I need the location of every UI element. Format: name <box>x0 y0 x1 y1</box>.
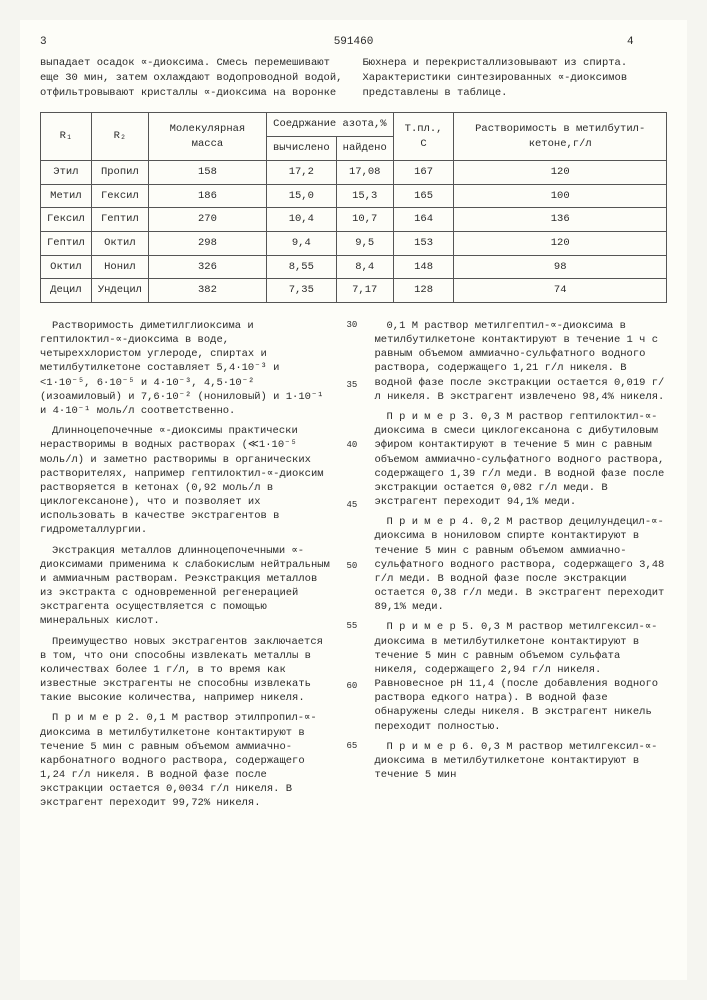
top-text: выпадает осадок ∝-диоксима. Смесь переме… <box>40 56 667 100</box>
line-numbers: 30 35 40 45 50 55 60 65 <box>347 319 361 817</box>
paragraph: Растворимость диметилглиоксима и гептило… <box>40 319 333 418</box>
line-number: 40 <box>347 439 361 451</box>
table-cell: 270 <box>148 208 266 232</box>
table-row: ДецилУндецил3827,357,1712874 <box>41 279 667 303</box>
table-cell: 10,7 <box>336 208 393 232</box>
table-cell: 7,35 <box>266 279 336 303</box>
col-solub: Растворимость в метилбутил-кетоне,г/л <box>454 113 667 160</box>
table-cell: 382 <box>148 279 266 303</box>
table-cell: Гептил <box>91 208 148 232</box>
table-cell: 165 <box>393 184 454 208</box>
table-cell: Децил <box>41 279 92 303</box>
properties-table: R₁ R₂ Молекулярная масса Соедржание азот… <box>40 112 667 303</box>
table-cell: Гептил <box>41 231 92 255</box>
col-n-calc: вычислено <box>266 137 336 161</box>
table-cell: Октил <box>41 255 92 279</box>
right-column: 0,1 М раствор метилгептил-∝-диоксима в м… <box>375 319 668 817</box>
table-cell: Гексил <box>91 184 148 208</box>
paragraph: П р и м е р 4. 0,2 М раствор децилундеци… <box>375 515 668 614</box>
table-cell: 10,4 <box>266 208 336 232</box>
col-r2: R₂ <box>91 113 148 160</box>
table-cell: 120 <box>454 231 667 255</box>
table-cell: 158 <box>148 160 266 184</box>
col-nitrogen: Соедржание азота,% <box>266 113 393 137</box>
table-cell: 74 <box>454 279 667 303</box>
table-cell: 186 <box>148 184 266 208</box>
table-cell: Пропил <box>91 160 148 184</box>
col-temp: Т.пл., С <box>393 113 454 160</box>
table-row: ГептилОктил2989,49,5153120 <box>41 231 667 255</box>
table-cell: 298 <box>148 231 266 255</box>
table-cell: Ундецил <box>91 279 148 303</box>
paragraph: П р и м е р 2. 0,1 М раствор этилпропил-… <box>40 711 333 810</box>
table-cell: 164 <box>393 208 454 232</box>
col-n-found: найдено <box>336 137 393 161</box>
table-cell: 15,0 <box>266 184 336 208</box>
table-cell: Гексил <box>41 208 92 232</box>
line-number: 50 <box>347 560 361 572</box>
paragraph: Длинноцепочечные ∝-диоксимы практически … <box>40 424 333 537</box>
table-cell: 326 <box>148 255 266 279</box>
table-row: ЭтилПропил15817,217,08167120 <box>41 160 667 184</box>
table-cell: 128 <box>393 279 454 303</box>
col-r1: R₁ <box>41 113 92 160</box>
line-number: 35 <box>347 379 361 391</box>
table-cell: Октил <box>91 231 148 255</box>
table-cell: 100 <box>454 184 667 208</box>
page: 3 591460 4 выпадает осадок ∝-диоксима. С… <box>20 20 687 980</box>
header-row: 3 591460 4 <box>40 35 667 50</box>
line-number: 65 <box>347 740 361 752</box>
line-number: 45 <box>347 499 361 511</box>
line-number: 30 <box>347 319 361 331</box>
body-wrapper: Растворимость диметилглиоксима и гептило… <box>40 319 667 817</box>
top-left-text: выпадает осадок ∝-диоксима. Смесь переме… <box>40 56 345 100</box>
table-cell: 9,5 <box>336 231 393 255</box>
table-cell: 17,08 <box>336 160 393 184</box>
table-cell: 136 <box>454 208 667 232</box>
paragraph: П р и м е р 3. 0,3 М раствор гептилоктил… <box>375 410 668 509</box>
table-cell: Метил <box>41 184 92 208</box>
paragraph: П р и м е р 5. 0,3 М раствор метилгексил… <box>375 620 668 733</box>
table-cell: 9,4 <box>266 231 336 255</box>
page-num-left: 3 <box>40 35 80 50</box>
table-cell: Нонил <box>91 255 148 279</box>
table-cell: 120 <box>454 160 667 184</box>
table-cell: 148 <box>393 255 454 279</box>
line-number: 55 <box>347 620 361 632</box>
body-columns: Растворимость диметилглиоксима и гептило… <box>40 319 667 817</box>
table-row: ОктилНонил3268,558,414898 <box>41 255 667 279</box>
left-column: Растворимость диметилглиоксима и гептило… <box>40 319 333 817</box>
table-cell: 15,3 <box>336 184 393 208</box>
table-cell: 17,2 <box>266 160 336 184</box>
table-cell: Этил <box>41 160 92 184</box>
table-cell: 167 <box>393 160 454 184</box>
table-cell: 8,55 <box>266 255 336 279</box>
doc-number: 591460 <box>80 35 627 50</box>
paragraph: П р и м е р 6. 0,3 М раствор метилгексил… <box>375 740 668 783</box>
paragraph: 0,1 М раствор метилгептил-∝-диоксима в м… <box>375 319 668 404</box>
line-number: 60 <box>347 680 361 692</box>
paragraph: Экстракция металлов длинноцепочечными ∝-… <box>40 544 333 629</box>
table-body: ЭтилПропил15817,217,08167120МетилГексил1… <box>41 160 667 302</box>
page-num-right: 4 <box>627 35 667 50</box>
top-right-text: Бюхнера и перекристаллизовывают из спирт… <box>363 56 668 100</box>
paragraph: Преимущество новых экстрагентов заключае… <box>40 635 333 706</box>
table-cell: 8,4 <box>336 255 393 279</box>
table-row: ГексилГептил27010,410,7164136 <box>41 208 667 232</box>
table-cell: 98 <box>454 255 667 279</box>
table-cell: 153 <box>393 231 454 255</box>
table-row: МетилГексил18615,015,3165100 <box>41 184 667 208</box>
table-cell: 7,17 <box>336 279 393 303</box>
col-mass: Молекулярная масса <box>148 113 266 160</box>
